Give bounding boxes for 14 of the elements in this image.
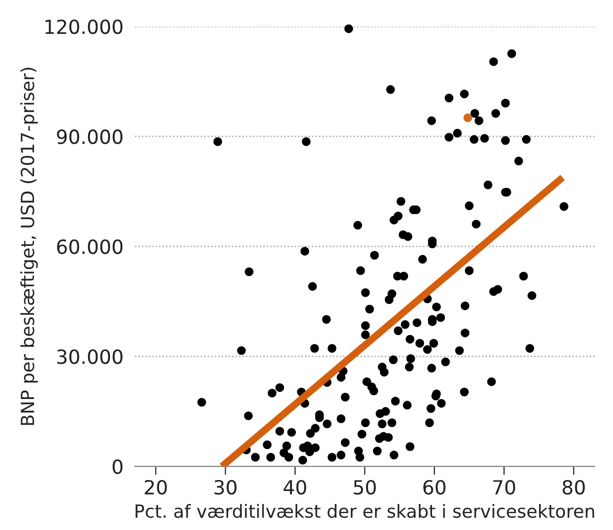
- x-tick-label: 20: [144, 480, 167, 495]
- y-tick-label: 30.000: [57, 349, 122, 364]
- x-tick-label: 80: [562, 480, 585, 495]
- x-tick-label: 60: [423, 480, 446, 495]
- y-tick-label: 0: [112, 459, 122, 474]
- x-tick-label: 50: [354, 480, 376, 495]
- y-tick-label: 60.000: [57, 239, 122, 254]
- y-tick-label: 90.000: [56, 129, 122, 144]
- x-tick-label: 30: [214, 480, 236, 495]
- x-tick-label: 70: [493, 480, 516, 495]
- x-axis-title: Pct. af værditilvækst der er skabt i servicesektoren: [136, 504, 594, 518]
- y-tick-label: 120.000: [45, 19, 122, 34]
- y-axis-title: BNP per beskæftiget, USD (2017-priser): [20, 68, 38, 425]
- x-tick-label: 40: [284, 480, 306, 495]
